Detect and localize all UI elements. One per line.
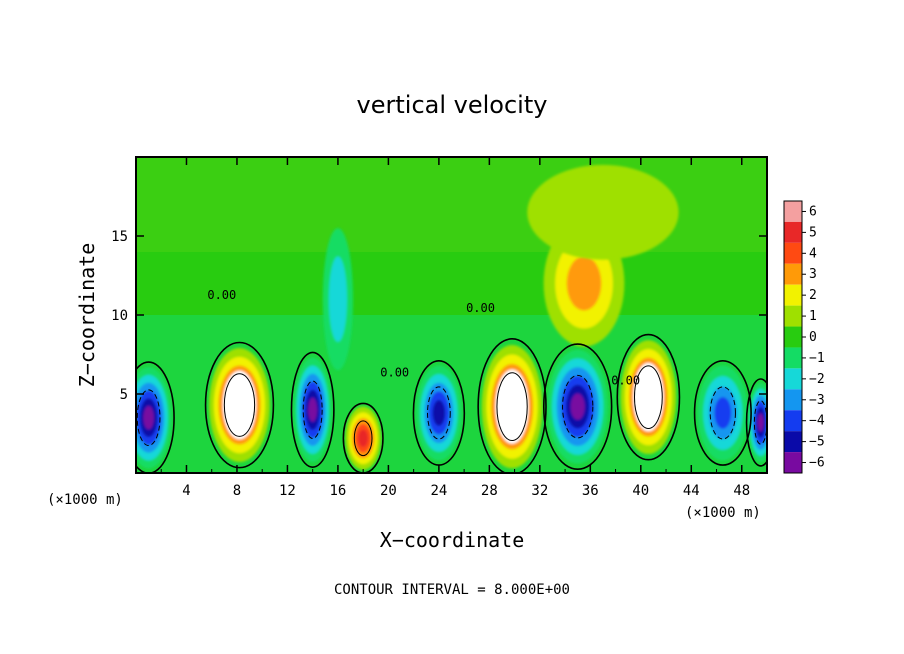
colorbar-swatch [784,242,802,264]
plot-area: 0.00 0.00 0.00 0.00 [136,157,767,473]
zero-contour [204,341,275,469]
inner-contour [562,374,594,439]
contour-label: 0.00 [611,374,640,388]
cell-ring [143,406,154,430]
cell-core [633,363,664,432]
cell-core [222,370,257,440]
y-axis-label: Z−coordinate [75,243,99,388]
colorbar-label: 1 [809,309,817,324]
x-tick-label: 32 [531,483,548,499]
colorbar-swatch [784,284,802,306]
colorbar-swatch [784,431,802,453]
contour-lines: 0.00 0.00 0.00 0.00 [136,288,767,473]
colorbar-swatch [784,347,802,369]
inner-contour [496,372,528,442]
colorbar: 6 5 4 3 2 1 0 −1 −2 −3 −4 −5 −6 [783,200,825,474]
velocity-cell [416,365,462,461]
chart-title: vertical velocity [357,91,548,119]
cell-ring [328,256,348,342]
cell-ring [527,164,679,260]
zero-contour [745,378,767,467]
zero-contour [616,333,681,461]
x-tick-label: 4 [182,483,190,499]
contour-label: 0.00 [207,288,236,302]
y-tick-label: 10 [111,308,128,324]
x-axis-ticks: 4 8 12 16 20 24 28 32 36 40 44 48 [160,157,750,499]
colorbar-swatch [784,452,802,473]
velocity-cell [527,164,679,260]
x-tick-label: 48 [733,483,750,499]
inner-contour [633,365,663,429]
velocity-cell [293,357,332,462]
colorbar-label: −5 [809,435,825,450]
contour-label: 0.00 [380,366,409,380]
x-axis-label: X−coordinate [380,528,525,552]
colorbar-label: −4 [809,414,825,429]
zero-contour [542,343,613,471]
colorbar-swatch [784,326,802,348]
colorbar-label: 6 [809,204,817,219]
colorbar-label: 4 [809,246,817,261]
inner-contour [353,420,373,457]
colorbar-swatch [784,389,802,411]
velocity-cell [748,382,767,462]
x-tick-label: 8 [233,483,241,499]
x-unit-label-right: (×1000 m) [685,505,761,521]
colorbar-label: 5 [809,225,817,240]
velocity-cell [322,228,354,371]
inner-contour [223,373,256,437]
cell-ring [432,400,446,426]
velocity-cell [209,348,270,462]
colorbar-swatch [784,221,802,243]
inner-contour [709,386,736,440]
colorbar-label: 0 [809,330,817,345]
colorbar-label: 3 [809,267,817,282]
contour-label: 0.00 [466,301,495,315]
x-unit-label-left: (×1000 m) [47,492,123,508]
velocity-cell [136,367,172,469]
colorbar-swatch [784,201,802,222]
cell-ring [570,393,585,420]
colorbar-label: −6 [809,456,825,471]
colorbar-swatch [784,305,802,327]
velocity-cell [547,349,608,464]
inner-contour [136,389,161,447]
colorbar-label: −3 [809,393,825,408]
zero-contour [477,338,547,473]
colorbar-label: −2 [809,372,825,387]
colorbar-swatch [784,263,802,285]
zero-contour [290,351,335,468]
cell-ring [358,429,368,447]
y-tick-label: 15 [111,229,128,245]
x-tick-label: 44 [683,483,700,499]
zero-contour [693,360,752,466]
x-tick-label: 36 [582,483,599,499]
y-axis-ticks: 5 10 15 [111,229,767,403]
x-tick-label: 12 [279,483,296,499]
zero-contour [136,361,175,473]
velocity-cell [697,365,749,461]
velocity-cell [620,340,677,455]
x-tick-label: 20 [380,483,397,499]
colorbar-swatch [784,410,802,432]
contour-interval-note: CONTOUR INTERVAL = 8.000E+00 [334,582,570,598]
inner-contour [427,386,451,440]
x-tick-label: 28 [481,483,498,499]
cell-ring [566,256,602,311]
cell-ring [308,397,318,422]
cell-ring [714,397,732,429]
x-tick-label: 40 [632,483,649,499]
cell-core [495,369,529,444]
colorbar-label: −1 [809,351,825,366]
colorbar-swatch [784,368,802,390]
x-tick-label: 16 [329,483,346,499]
colorbar-label: 2 [809,288,817,303]
inner-contour [302,380,323,439]
y-tick-label: 5 [120,387,128,403]
x-tick-label: 24 [430,483,447,499]
velocity-cell [345,406,381,470]
velocity-cell [481,345,543,469]
cell-ring [757,413,764,432]
